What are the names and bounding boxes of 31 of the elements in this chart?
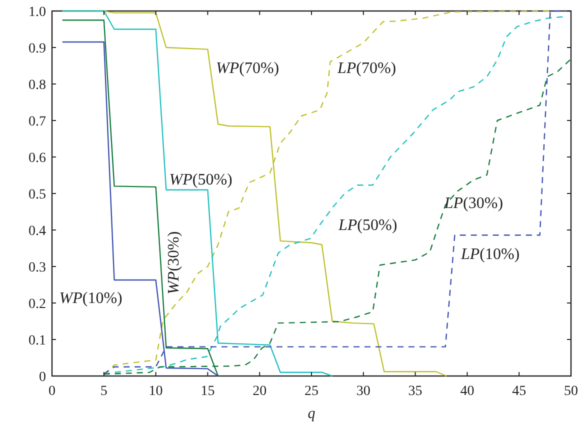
series-label: WP(10%) xyxy=(59,290,122,307)
x-tick-label: 45 xyxy=(512,384,526,399)
x-axis-title: q xyxy=(308,406,316,422)
y-tick-label: 0.9 xyxy=(28,41,46,56)
series-label: LP(30%) xyxy=(443,195,504,212)
y-tick-label: 0.5 xyxy=(28,187,46,202)
y-tick-label: 0.3 xyxy=(28,260,46,276)
series-label: LP(10%) xyxy=(460,246,520,264)
series-label: WP(70%) xyxy=(216,60,280,78)
y-tick-label: 0.4 xyxy=(28,224,46,239)
series-label: LP(70%) xyxy=(336,60,396,78)
y-tick-label: 0.1 xyxy=(28,333,46,348)
x-tick-label: 0 xyxy=(48,384,56,399)
x-tick-label: 10 xyxy=(148,384,163,399)
x-tick-label: 35 xyxy=(408,384,422,399)
x-tick-label: 20 xyxy=(252,384,267,399)
x-tick-label: 40 xyxy=(460,384,474,399)
x-tick-label: 15 xyxy=(200,384,215,399)
y-tick-label: 0.8 xyxy=(28,78,46,93)
x-tick-label: 30 xyxy=(356,384,370,399)
x-tick-label: 50 xyxy=(564,384,578,399)
y-tick-label: 0.6 xyxy=(28,150,46,166)
x-tick-label: 5 xyxy=(100,384,108,399)
y-tick-label: 0 xyxy=(39,370,46,385)
y-tick-label: 0.2 xyxy=(28,296,46,312)
x-tick-label: 25 xyxy=(304,384,318,399)
series-label: LP(50%) xyxy=(337,217,398,234)
y-tick-label: 0.7 xyxy=(28,114,46,130)
text: WP(30%) xyxy=(166,231,183,294)
y-tick-label: 1.0 xyxy=(28,4,46,20)
series-label: WP(50%) xyxy=(169,171,232,188)
